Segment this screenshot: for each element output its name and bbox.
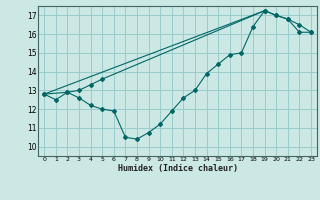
- X-axis label: Humidex (Indice chaleur): Humidex (Indice chaleur): [118, 164, 238, 173]
